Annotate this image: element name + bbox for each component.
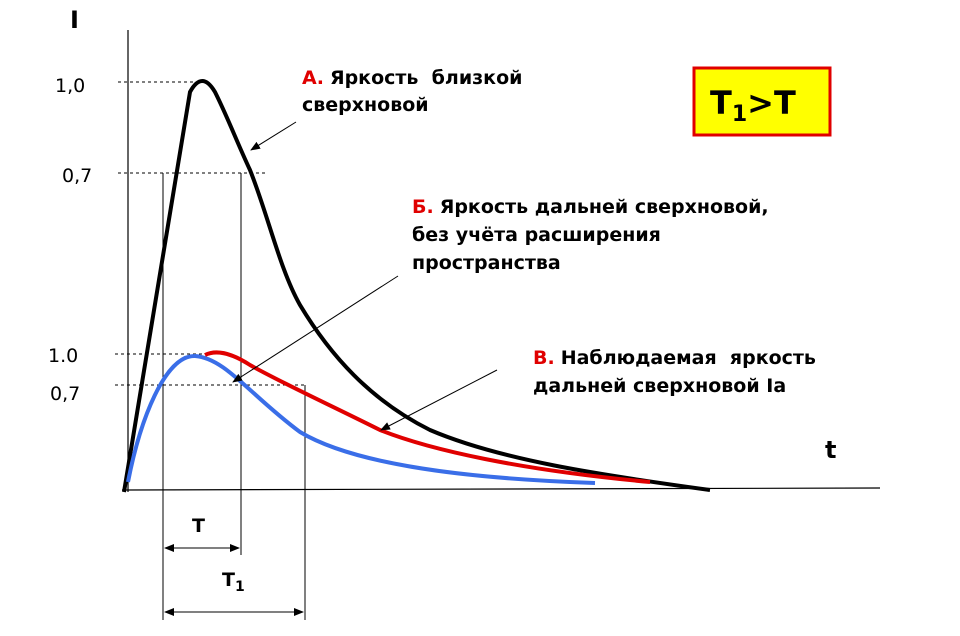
annotation: В. Наблюдаемая яркость	[533, 347, 816, 369]
level-label: 0,7	[50, 383, 80, 405]
curve-near	[122, 79, 711, 493]
annotation-line: пространства	[412, 252, 561, 274]
condition-right: >T	[747, 84, 796, 122]
x-axis	[121, 487, 881, 491]
curve-far	[126, 353, 596, 485]
annotation-line: Яркость близкой	[330, 67, 523, 89]
annotation-line: без учёта расширения	[412, 224, 661, 246]
marker: А.	[302, 67, 324, 89]
marker: Б.	[412, 196, 434, 218]
condition-box	[692, 66, 832, 137]
annotation-line: Наблюдаемая яркость	[561, 347, 816, 369]
x-axis-label: t	[825, 436, 836, 464]
condition-left: T	[710, 84, 732, 122]
level-label: 1.0	[48, 345, 78, 367]
subscript: 1	[732, 102, 747, 127]
interval-label: T	[192, 515, 205, 537]
condition: T1>T	[710, 84, 796, 127]
annotation: Б. Яркость дальней сверхновой,	[412, 196, 769, 218]
annotation-line: Яркость дальней сверхновой,	[440, 196, 769, 218]
annotation: А. Яркость близкой	[302, 67, 522, 89]
subscript: 1	[235, 579, 245, 595]
pointer	[250, 121, 297, 151]
curve-observed	[204, 350, 651, 484]
annotation-line: дальней сверхновой Ia	[533, 375, 786, 397]
interval-label: T1	[222, 569, 245, 595]
pointer	[380, 369, 498, 431]
interval-label: T	[222, 569, 235, 591]
y-axis-label: I	[70, 6, 79, 34]
pointer	[232, 275, 399, 383]
level-label: 1,0	[55, 75, 85, 97]
annotation-line: сверхновой	[302, 94, 429, 116]
level-label: 0,7	[62, 165, 92, 187]
marker: В.	[533, 347, 555, 369]
